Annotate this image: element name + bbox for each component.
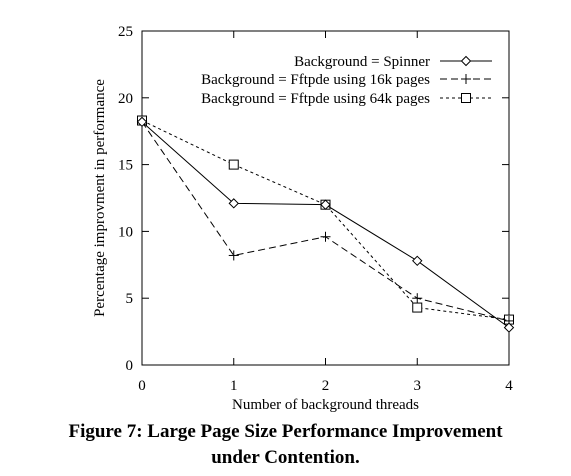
diamond-marker-point [320, 199, 331, 210]
x-tick-label: 2 [322, 378, 330, 394]
legend-label: Background = Spinner [294, 54, 430, 70]
plus-marker-point [412, 293, 423, 304]
square-marker-point [412, 302, 423, 313]
x-axis-label: Number of background threads [232, 397, 419, 413]
figure-caption-line-1: Figure 7: Large Page Size Performance Im… [68, 421, 503, 442]
diamond-marker-point [136, 116, 148, 128]
plus-marker-point [320, 231, 331, 242]
diamond-marker-legend [460, 55, 472, 67]
y-tick-label: 15 [118, 158, 133, 174]
square-marker-point [228, 159, 239, 170]
y-tick-label: 5 [126, 291, 134, 307]
y-tick-label: 0 [126, 358, 134, 374]
y-tick-label: 25 [118, 24, 133, 40]
legend-entry-3: Background = Fftpde using 64k pages [201, 91, 492, 107]
diamond-marker-point [503, 322, 515, 333]
plus-marker-legend [461, 74, 471, 84]
x-tick-label: 0 [138, 378, 146, 394]
legend-label: Background = Fftpde using 16k pages [201, 72, 430, 88]
legend-entry-2: Background = Fftpde using 16k pages [201, 72, 492, 88]
square-marker-legend [461, 93, 471, 103]
y-tick-label: 10 [118, 224, 133, 240]
legend-label: Background = Fftpde using 64k pages [201, 91, 430, 107]
series-3-line [141, 120, 510, 321]
diamond-marker-point [412, 255, 423, 266]
series-2-line [141, 121, 510, 322]
y-axis-label: Percentage improvment in performance [92, 79, 108, 317]
series-1 [136, 116, 515, 333]
diamond-marker-point [228, 198, 239, 209]
x-tick-label: 4 [505, 378, 513, 394]
figure-caption-line-2: under Contention. [211, 447, 360, 468]
legend-entry-1: Background = Spinner [294, 54, 492, 70]
series-2 [137, 116, 514, 326]
series-1-line [141, 121, 510, 328]
series-3 [137, 115, 514, 325]
plus-marker-point [228, 250, 239, 261]
line-chart: 0 1 2 3 4 0 5 10 15 20 25 Number of background thre… [92, 24, 515, 413]
x-tick-label: 3 [414, 378, 422, 394]
x-tick-label: 1 [230, 378, 238, 394]
y-tick-label: 20 [118, 91, 133, 107]
